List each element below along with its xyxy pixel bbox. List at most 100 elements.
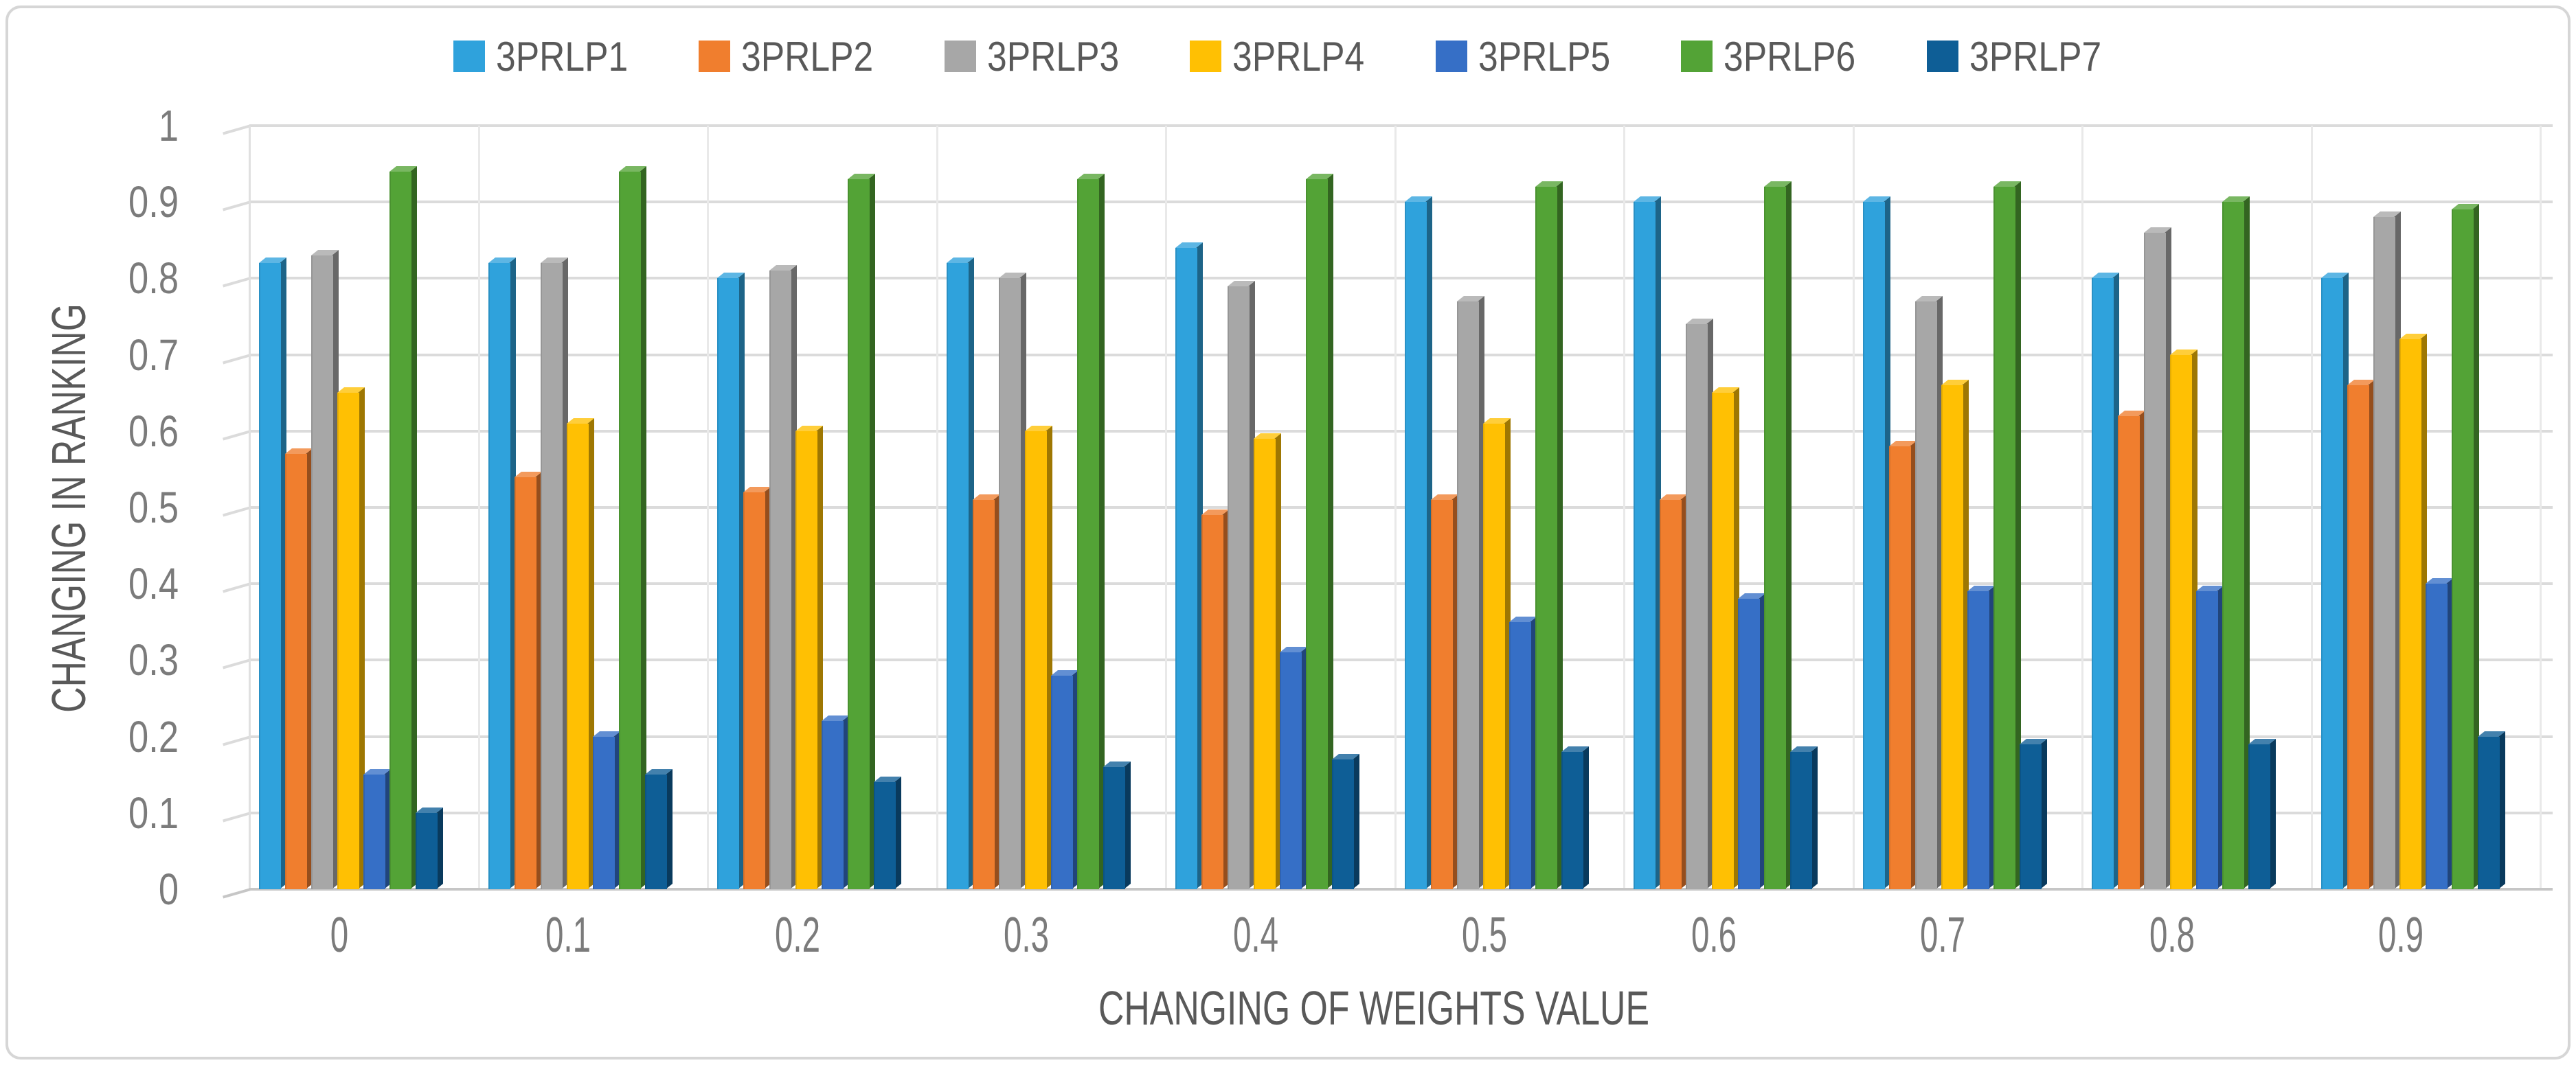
bar-front-face [389, 172, 411, 889]
bar-3PRLP4-x0.7 [1941, 379, 1969, 889]
gridline [223, 506, 2553, 517]
bar-3PRLP2-x0 [285, 448, 313, 889]
bar-3PRLP7-x0 [416, 808, 443, 889]
bar-front-face [973, 500, 995, 889]
bar-front-face [1103, 767, 1125, 889]
y-axis-tick-label: 0.1 [128, 788, 179, 838]
vertical-gridline [2081, 126, 2083, 889]
x-axis-tick-label: 0.7 [1919, 908, 1966, 963]
legend-label: 3PRLP1 [495, 33, 628, 80]
bar-3PRLP5-x0.3 [1051, 669, 1078, 889]
bar-front-face [1483, 424, 1505, 889]
bar-front-face [1254, 439, 1276, 889]
bar-3PRLP4-x0.3 [1025, 425, 1052, 889]
bar-front-face [2144, 233, 2166, 889]
bar-front-face [1790, 752, 1812, 889]
x-axis-title: CHANGING OF WEIGHTS VALUE [1098, 981, 1650, 1035]
vertical-gridline [1852, 126, 1855, 889]
y-axis-tick-label: 0.4 [128, 559, 179, 609]
bar-3PRLP3-x0.4 [1228, 280, 1255, 889]
bar-3PRLP4-x0.1 [567, 417, 594, 889]
bar-front-face [2222, 202, 2244, 889]
x-axis-tick-label: 0.9 [2377, 908, 2424, 963]
legend-label: 3PRLP4 [1232, 33, 1365, 80]
x-axis-tick-label: 0.5 [1461, 908, 1508, 963]
legend-swatch [453, 41, 485, 72]
bar-front-face [1228, 286, 1250, 889]
y-axis-tick-label: 0.6 [128, 406, 179, 456]
bar-front-face [567, 424, 589, 889]
legend-swatch [699, 41, 731, 72]
bar-front-face [2118, 416, 2140, 889]
bar-3PRLP1-x0.6 [1634, 196, 1661, 889]
legend-item-3PRLP3: 3PRLP3 [944, 33, 1140, 80]
gridline-tick [223, 659, 251, 669]
bar-front-face [363, 775, 385, 889]
bar-front-face [1405, 202, 1427, 889]
x-axis-baseline [223, 888, 2553, 899]
bar-3PRLP2-x0.9 [2347, 379, 2375, 889]
bar-front-face [2426, 584, 2448, 889]
bar-3PRLP6-x0.6 [1764, 181, 1792, 889]
gridline-tick [223, 353, 251, 365]
bar-3PRLP3-x0.3 [999, 272, 1026, 889]
bar-3PRLP2-x0.5 [1431, 494, 1458, 889]
bar-front-face [2170, 355, 2192, 889]
left-wall-line [249, 126, 251, 889]
bar-3PRLP2-x0.2 [743, 486, 771, 889]
bar-3PRLP1-x0.1 [488, 257, 516, 889]
bar-front-face [1889, 446, 1911, 889]
bar-front-face [1941, 385, 1963, 889]
legend-swatch [1435, 41, 1467, 72]
bar-front-face [337, 393, 359, 889]
bar-3PRLP3-x0.9 [2373, 211, 2401, 889]
bar-3PRLP4-x0.4 [1254, 433, 1281, 889]
y-axis-tick-label: 0.3 [128, 635, 179, 685]
legend-item-3PRLP1: 3PRLP1 [453, 33, 649, 80]
bar-front-face [947, 263, 969, 889]
bar-front-face [2092, 278, 2114, 889]
bar-front-face [717, 278, 739, 889]
vertical-gridline [477, 126, 480, 889]
x-axis-tick-label: 0.4 [1232, 908, 1279, 963]
legend-swatch [1681, 41, 1713, 72]
bar-3PRLP6-x0 [389, 165, 417, 889]
bar-3PRLP2-x0.1 [515, 471, 542, 889]
bar-front-face [1306, 179, 1328, 889]
gridline [223, 735, 2553, 746]
legend-item-3PRLP5: 3PRLP5 [1435, 33, 1631, 80]
gridline-tick [223, 429, 251, 441]
bar-front-face [2196, 591, 2218, 889]
gridline [223, 582, 2553, 593]
gridline-tick [223, 201, 251, 211]
bar-3PRLP7-x0.5 [1561, 746, 1589, 889]
bar-3PRLP2-x0.8 [2118, 410, 2145, 889]
x-axis-tick-label: 0.1 [545, 908, 591, 963]
bar-front-face [2452, 209, 2474, 889]
bar-3PRLP1-x0.4 [1175, 242, 1203, 889]
bar-3PRLP6-x0.4 [1306, 173, 1333, 889]
bar-front-face [874, 782, 896, 889]
bar-3PRLP1-x0.8 [2092, 272, 2119, 889]
bar-front-face [645, 775, 667, 889]
bar-front-face [1686, 324, 1708, 889]
bar-front-face [515, 477, 536, 889]
bar-3PRLP7-x0.3 [1103, 761, 1131, 889]
bar-3PRLP5-x0 [363, 769, 391, 889]
bar-front-face [1738, 599, 1760, 889]
vertical-gridline [2310, 126, 2313, 889]
bar-front-face [822, 721, 844, 889]
bar-3PRLP7-x0.6 [1790, 746, 1818, 889]
bar-front-face [1863, 202, 1885, 889]
bar-front-face [795, 431, 817, 889]
bar-3PRLP5-x0.6 [1738, 593, 1765, 889]
gridline [223, 124, 2553, 135]
bar-front-face [1915, 301, 1937, 889]
bar-front-face [1025, 431, 1047, 889]
bar-3PRLP7-x0.8 [2248, 739, 2276, 889]
bar-front-face [1201, 515, 1223, 889]
gridline [223, 659, 2553, 669]
bar-front-face [1077, 179, 1099, 889]
legend-item-3PRLP4: 3PRLP4 [1190, 33, 1386, 80]
